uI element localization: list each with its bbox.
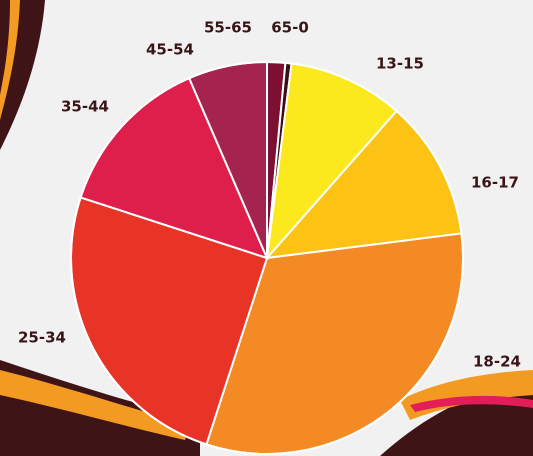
slice-label: 55-65 [204,19,252,37]
slice-label: 13-15 [376,55,424,73]
slice-label: 35-44 [61,98,109,116]
pie [71,62,463,454]
chart: 55-65 65-0 13-15 16-17 18-24 25-34 35-44 45-54 [0,0,533,456]
slice-label: 45-54 [146,41,194,59]
slice-label: 18-24 [473,353,521,371]
slice-label: 25-34 [18,329,66,347]
slice-label: 65-0 [271,19,309,37]
page: 55-6565-013-1516-1718-2425-3435-4445-54 … [0,0,533,456]
slice-label: 16-17 [471,174,519,192]
